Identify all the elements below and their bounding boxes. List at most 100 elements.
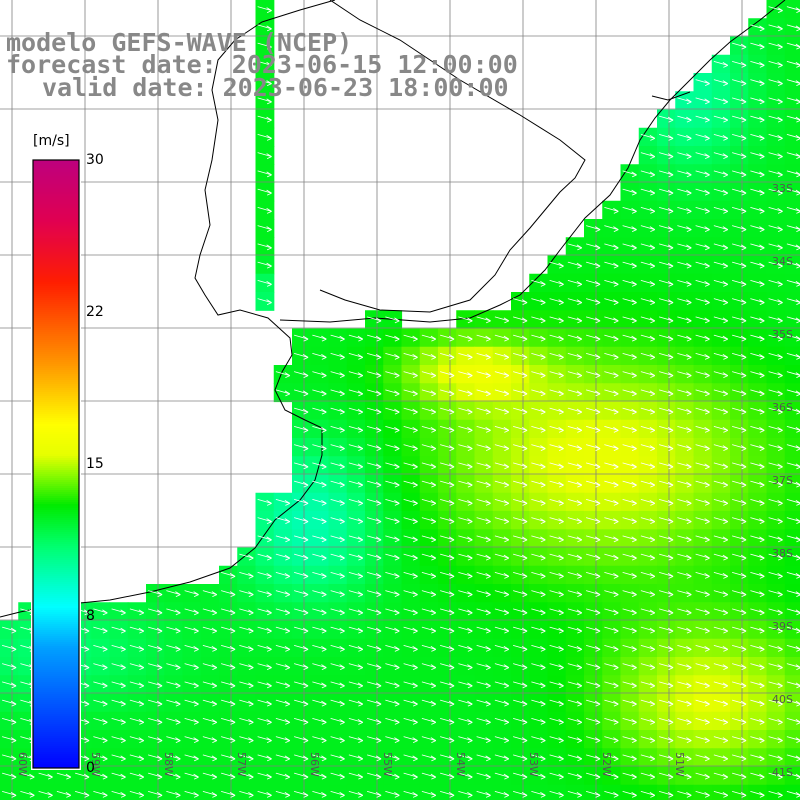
wind-arrow	[348, 389, 364, 397]
wind-arrow	[622, 444, 637, 452]
wind-cell	[730, 529, 749, 549]
wind-arrow	[458, 517, 473, 525]
wind-cell	[109, 638, 129, 658]
wind-cell	[310, 438, 330, 457]
wind-arrow	[622, 425, 637, 433]
wind-cell	[766, 456, 786, 476]
wind-arrow	[567, 334, 583, 342]
wind-cell	[18, 784, 38, 800]
wind-cell	[365, 657, 384, 676]
wind-arrow	[385, 681, 400, 689]
wind-cell	[529, 273, 549, 293]
wind-arrow	[677, 133, 692, 141]
wind-cell	[456, 565, 476, 585]
wind-cell	[182, 693, 202, 713]
wind-cell	[255, 109, 275, 129]
wind-arrow	[330, 444, 345, 452]
wind-arrow	[403, 517, 418, 525]
wind-arrow	[403, 681, 418, 689]
wind-arrow	[659, 371, 674, 379]
wind-cell	[200, 748, 220, 768]
wind-arrow	[786, 115, 800, 123]
wind-cell	[474, 766, 494, 786]
wind-cell	[766, 127, 786, 147]
wind-cell	[456, 456, 476, 476]
wind-arrow	[586, 407, 601, 415]
wind-arrow	[531, 626, 546, 634]
wind-cell	[693, 693, 713, 713]
wind-arrow	[695, 480, 710, 488]
wind-arrow	[257, 736, 272, 744]
wind-cell	[584, 346, 603, 366]
wind-cell	[602, 474, 622, 494]
wind-cell	[438, 766, 457, 786]
wind-cell	[346, 474, 366, 494]
wind-cell	[511, 401, 530, 421]
wind-cell	[675, 237, 695, 257]
wind-arrow	[294, 498, 309, 506]
wind-arrow	[677, 352, 692, 360]
wind-cell	[419, 784, 439, 800]
wind-arrow	[659, 626, 674, 634]
wind-arrow	[312, 663, 327, 671]
wind-arrow	[440, 790, 455, 798]
wind-arrow	[513, 590, 528, 598]
latitude-label: 40S	[772, 693, 793, 706]
wind-cell	[657, 401, 676, 421]
wind-cell	[511, 474, 530, 494]
wind-cell	[200, 784, 220, 800]
wind-arrow	[659, 261, 674, 269]
wind-cell	[711, 401, 731, 421]
wind-arrow	[2, 699, 17, 707]
wind-arrow	[93, 644, 108, 652]
wind-cell	[675, 346, 695, 366]
wind-arrow	[494, 316, 510, 324]
wind-arrow	[403, 790, 418, 798]
wind-arrow	[385, 407, 400, 415]
wind-arrow	[421, 754, 437, 762]
wind-arrow	[403, 389, 418, 397]
wind-cell	[675, 292, 695, 311]
wind-arrow	[531, 772, 546, 780]
wind-arrow	[750, 170, 765, 178]
wind-arrow	[385, 626, 400, 634]
wind-arrow	[294, 444, 309, 452]
wind-arrow	[221, 590, 236, 598]
wind-cell	[657, 237, 676, 257]
wind-cell	[401, 748, 421, 768]
wind-arrow	[275, 608, 291, 616]
wind-arrow	[659, 699, 674, 707]
wind-cell	[766, 18, 786, 38]
wind-arrow	[440, 681, 455, 689]
wind-cell	[456, 511, 476, 530]
wind-cell	[657, 766, 676, 786]
wind-cell	[109, 711, 129, 731]
wind-cell	[766, 328, 786, 348]
wind-arrow	[567, 298, 583, 306]
wind-arrow	[750, 298, 765, 306]
wind-arrow	[257, 152, 272, 160]
wind-arrow	[257, 24, 272, 32]
wind-arrow	[440, 352, 455, 360]
colorbar-tick-8: 8	[86, 608, 95, 624]
wind-cell	[620, 237, 640, 257]
wind-arrow	[549, 736, 564, 744]
wind-cell	[200, 711, 220, 731]
wind-arrow	[622, 626, 637, 634]
wind-cell	[766, 474, 786, 494]
wind-cell	[383, 401, 403, 421]
wind-cell	[730, 638, 749, 658]
wind-cell	[273, 565, 293, 585]
wind-arrow	[257, 170, 272, 178]
wind-arrow	[348, 608, 364, 616]
wind-arrow	[659, 389, 674, 397]
wind-cell	[255, 54, 275, 74]
wind-arrow	[768, 6, 783, 14]
wind-cell	[219, 730, 238, 749]
wind-cell	[784, 346, 800, 366]
wind-cell	[492, 346, 512, 366]
wind-arrow	[239, 663, 254, 671]
wind-cell	[328, 565, 348, 585]
wind-cell	[766, 383, 786, 403]
wind-arrow	[695, 644, 710, 652]
